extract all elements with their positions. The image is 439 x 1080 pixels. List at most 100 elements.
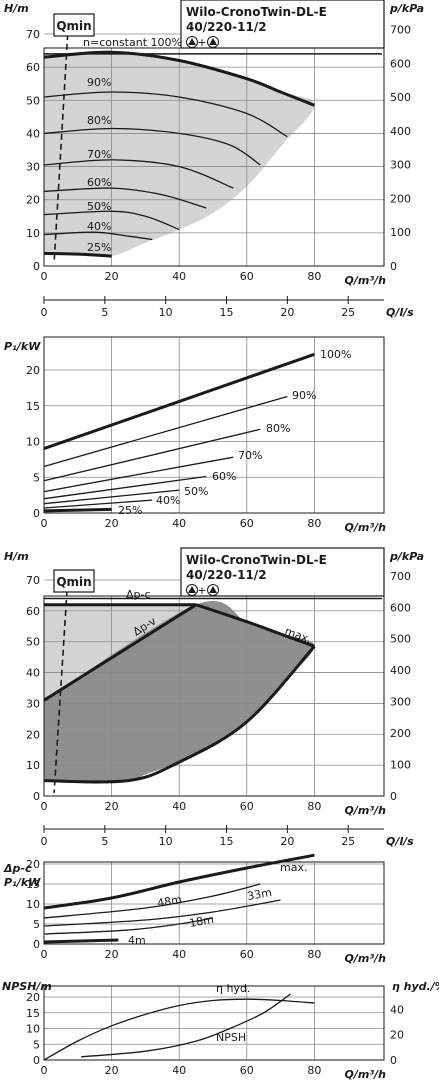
series-curve <box>43 352 315 451</box>
x-tick-label: 0 <box>41 948 48 961</box>
mode-icon <box>186 36 198 48</box>
y2-tick-label: 100 <box>390 759 411 772</box>
y-tick-label: 70 <box>26 574 40 587</box>
curve-label: 50% <box>87 200 111 213</box>
y2-axis-label: p/kPa <box>389 2 424 15</box>
x-tick-label: 60 <box>240 948 254 961</box>
x2-tick-label: 5 <box>101 306 108 319</box>
plot-frame <box>43 336 385 514</box>
y-tick-label: 10 <box>26 759 40 772</box>
y2-tick-label: 500 <box>390 633 411 646</box>
curve-label: Δp-c <box>126 588 151 601</box>
x2-tick-label: 15 <box>220 306 234 319</box>
curve-label: 80% <box>266 422 290 435</box>
series-curve <box>43 938 119 944</box>
y-axis-label: H/m <box>4 550 29 563</box>
x-tick-label: 0 <box>41 800 48 813</box>
y-tick-label: 50 <box>26 94 40 107</box>
y-tick-label: 15 <box>26 400 40 413</box>
qmin-label: Qmin <box>56 575 91 589</box>
y-tick-label: 30 <box>26 161 40 174</box>
series-curve <box>43 91 288 138</box>
curve-label: 40% <box>87 220 111 233</box>
y-tick-label: 5 <box>33 1038 40 1051</box>
y-tick-label: 5 <box>33 918 40 931</box>
x-tick-label: 0 <box>41 1064 48 1077</box>
mode-icon-triangle <box>188 38 196 45</box>
y2-tick-label: 300 <box>390 159 411 172</box>
curve-label: 40% <box>156 494 180 507</box>
curve-label: 70% <box>87 148 111 161</box>
series-curve <box>43 645 316 784</box>
x2-tick-label: 10 <box>159 306 173 319</box>
x2-tick-label: 0 <box>41 306 48 319</box>
y-tick-label: 50 <box>26 636 40 649</box>
y2-tick-label: 700 <box>390 24 411 37</box>
x-tick-label: 80 <box>307 948 321 961</box>
x-tick-label: 20 <box>105 800 119 813</box>
power-chart-1: 0 20 40 60 80 0 5 10 15 20 Q/m³/h P₁/kW 100% 90% 80% 70… <box>4 336 386 534</box>
y2-axis-label: p/kPa <box>389 550 424 563</box>
y-tick-label: 40 <box>26 667 40 680</box>
x2-tick-label: 20 <box>280 306 294 319</box>
series-curve <box>43 231 153 241</box>
hq-chart-2: 0 20 40 60 800102030405060700100200300400500… <box>4 547 424 848</box>
series-curve <box>43 187 207 209</box>
x-tick-label: 80 <box>307 800 321 813</box>
y2-tick-label: 400 <box>390 125 411 138</box>
y-tick-label: 20 <box>26 991 40 1004</box>
x-axis-label: Q/m³/h <box>345 274 387 287</box>
y-tick-label: 10 <box>26 898 40 911</box>
hq-chart-1: 0 20 40 60 800102030405060700100200300400500… <box>4 0 424 319</box>
curve-label: η hyd. <box>216 982 250 995</box>
x-tick-label: 40 <box>172 1064 186 1077</box>
qmin-label: Qmin <box>56 19 91 33</box>
x-tick-label: 0 <box>41 270 48 283</box>
y-tick-label: 40 <box>26 127 40 140</box>
x-axis-label: Q/m³/h <box>345 1068 387 1080</box>
mode-icon <box>207 584 219 596</box>
curve-label: 90% <box>292 389 316 402</box>
series-curve <box>43 210 180 231</box>
x-tick-label: 60 <box>240 270 254 283</box>
series-curve <box>195 603 315 648</box>
x-tick-label: 40 <box>172 517 186 530</box>
series-curve <box>43 899 281 927</box>
chart-title: Wilo-CronoTwin-DL-E <box>186 5 327 19</box>
qmin-line <box>53 579 69 793</box>
title-box <box>180 547 385 597</box>
y-tick-label: 0 <box>33 1054 40 1067</box>
y2-tick-label: 400 <box>390 664 411 677</box>
series-curve <box>81 993 292 1058</box>
curve-label: 18m <box>188 913 215 930</box>
x2-axis-label: Q/l/s <box>386 835 414 848</box>
y-tick-label: 15 <box>26 878 40 891</box>
curve-label: 4m <box>128 934 146 947</box>
x-tick-label: 60 <box>240 1064 254 1077</box>
curve-label: 80% <box>87 114 111 127</box>
y-axis-label: Δp-c <box>3 862 32 875</box>
curve-label: 60% <box>87 176 111 189</box>
y-tick-label: 30 <box>26 697 40 710</box>
mode-icon-triangle <box>188 586 196 593</box>
y-tick-label: 60 <box>26 61 40 74</box>
chart-subtitle: 40/220-11/2 <box>186 20 267 34</box>
chart-subtitle: 40/220-11/2 <box>186 568 267 582</box>
y-tick-label: 10 <box>26 436 40 449</box>
y-tick-label: 0 <box>33 790 40 803</box>
curve-label: NPSH <box>216 1031 246 1044</box>
x2-tick-label: 25 <box>341 306 355 319</box>
y-tick-label: 20 <box>26 728 40 741</box>
series-curve <box>43 159 234 189</box>
qmin-line <box>53 33 69 263</box>
x-tick-label: 40 <box>172 800 186 813</box>
curve-label: 70% <box>238 449 262 462</box>
mode-plus: + <box>197 36 206 49</box>
y2-tick-label: 0 <box>390 790 397 803</box>
curve-label: 25% <box>87 241 111 254</box>
x-tick-label: 80 <box>307 1064 321 1077</box>
y-tick-label: 0 <box>33 260 40 273</box>
y-tick-label: 20 <box>26 364 40 377</box>
x-tick-label: 80 <box>307 270 321 283</box>
y2-tick-label: 200 <box>390 192 411 205</box>
